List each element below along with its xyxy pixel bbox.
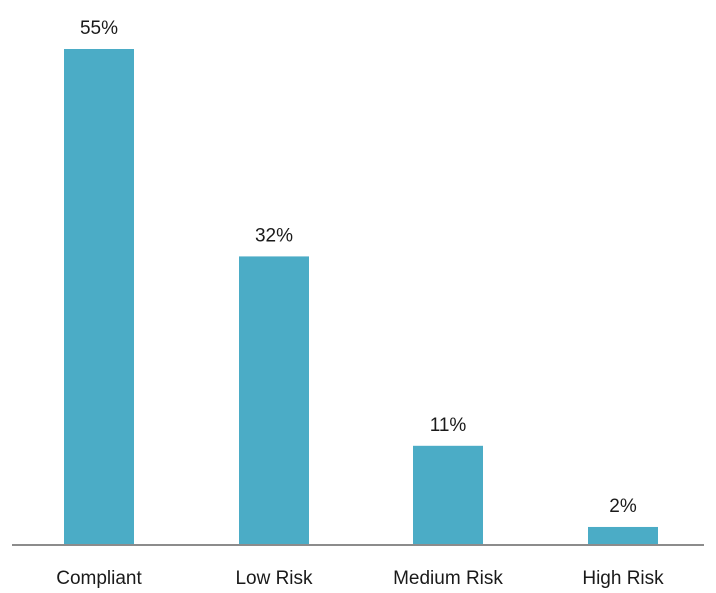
- bar-high-risk: [588, 526, 658, 545]
- category-label-compliant: Compliant: [56, 568, 142, 589]
- data-label-low-risk: 32%: [255, 225, 293, 246]
- data-label-high-risk: 2%: [609, 496, 637, 517]
- data-label-medium-risk: 11%: [430, 415, 467, 436]
- data-label-compliant: 55%: [80, 18, 118, 39]
- bar-compliant: [64, 49, 134, 545]
- bar-low-risk: [239, 256, 309, 545]
- data-labels-layer: 55% 32% 11% 2%: [80, 18, 637, 517]
- category-labels-layer: Compliant Low Risk Medium Risk High Risk: [56, 568, 664, 589]
- bar-medium-risk: [413, 445, 483, 545]
- category-label-medium-risk: Medium Risk: [393, 568, 503, 589]
- category-label-high-risk: High Risk: [582, 568, 664, 589]
- category-label-low-risk: Low Risk: [235, 568, 313, 589]
- bars-layer: [64, 49, 658, 545]
